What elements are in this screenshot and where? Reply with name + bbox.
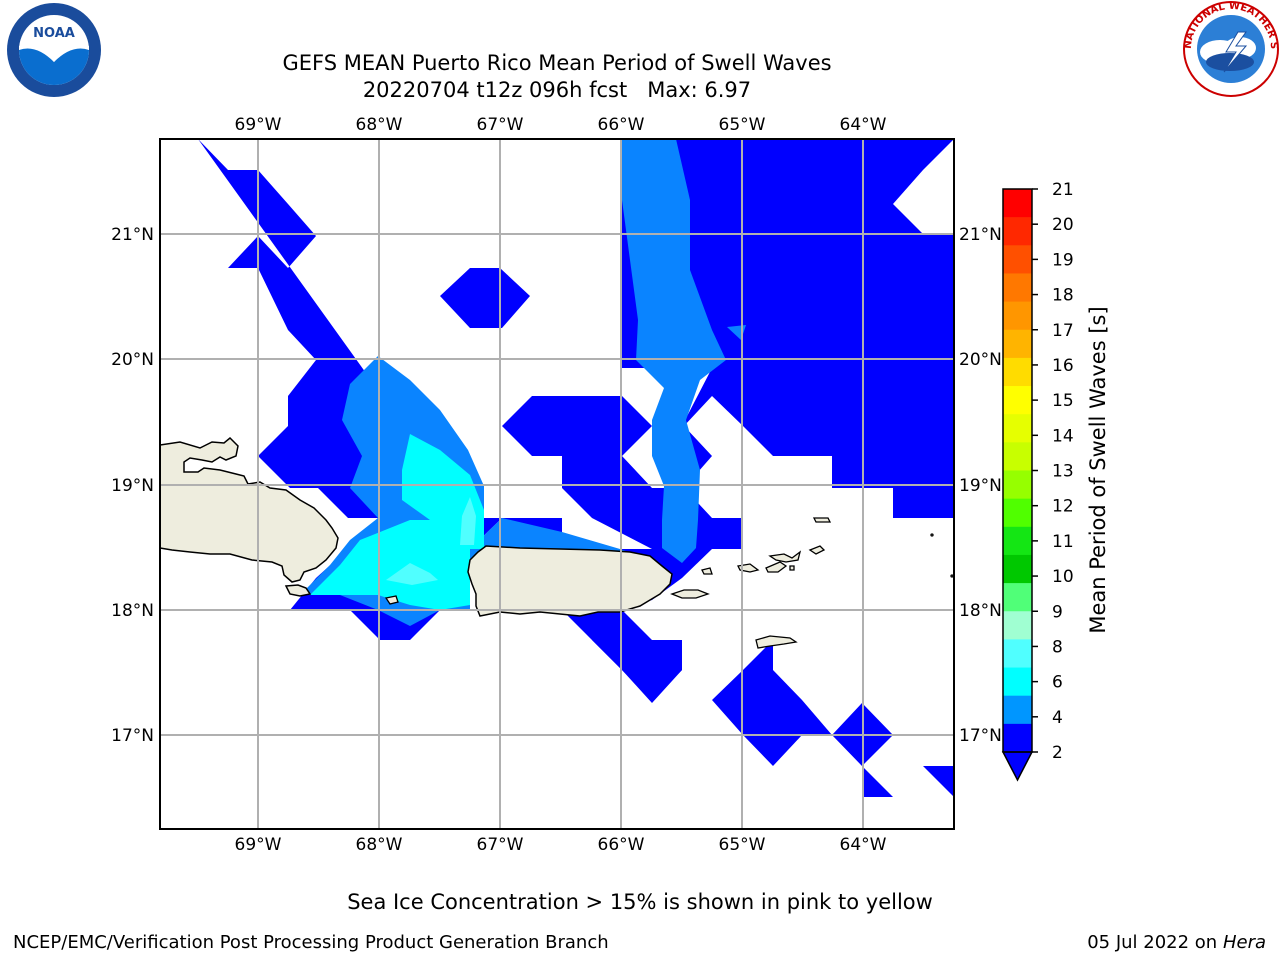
colorbar-swatch bbox=[1003, 695, 1032, 725]
land-small-islands bbox=[384, 517, 954, 649]
map-title: GEFS MEAN Puerto Rico Mean Period of Swe… bbox=[282, 51, 832, 75]
colorbar-swatch bbox=[1003, 217, 1032, 246]
lon-label-top-65w: 65°W bbox=[719, 115, 766, 135]
lon-label-bottom-66w: 66°W bbox=[598, 835, 645, 855]
noaa-logo-text: NOAA bbox=[33, 26, 75, 41]
lat-label-left-19n: 19°N bbox=[111, 476, 154, 496]
colorbar-tick-label: 13 bbox=[1052, 462, 1074, 482]
colorbar-tick-label: 6 bbox=[1052, 673, 1063, 693]
lat-label-right-18n: 18°N bbox=[959, 601, 1002, 621]
colorbar-tick-label: 10 bbox=[1052, 567, 1074, 587]
lat-label-left-20n: 20°N bbox=[111, 350, 154, 370]
colorbar-swatch bbox=[1003, 667, 1032, 697]
colorbar-tick-label: 20 bbox=[1052, 215, 1074, 235]
colorbar-tick-label: 15 bbox=[1052, 391, 1074, 411]
colorbar-swatch bbox=[1003, 526, 1032, 556]
colorbar-tick-label: 18 bbox=[1052, 286, 1074, 306]
land-puerto-rico bbox=[467, 545, 673, 617]
colorbar-label: Mean Period of Swell Waves [s] bbox=[1086, 306, 1110, 633]
map-subtitle: 20220704 t12z 096h fcst Max: 6.97 bbox=[362, 78, 752, 102]
map-frame bbox=[159, 138, 955, 830]
lon-label-bottom-68w: 68°W bbox=[356, 835, 403, 855]
colorbar-swatch bbox=[1003, 245, 1032, 274]
map-gridlines bbox=[160, 139, 954, 829]
lat-label-left-17n: 17°N bbox=[111, 726, 154, 746]
lat-label-left-18n: 18°N bbox=[111, 601, 154, 621]
colorbar-swatch bbox=[1003, 470, 1032, 500]
lon-label-bottom-65w: 65°W bbox=[719, 835, 766, 855]
lon-label-top-66w: 66°W bbox=[598, 115, 645, 135]
nws-logo: NATIONAL WEATHER SERVICE bbox=[0, 0, 1279, 97]
lon-label-bottom-64w: 64°W bbox=[840, 835, 887, 855]
footer-date: 05 Jul 2022 on Hera bbox=[1087, 932, 1266, 953]
colorbar-swatch bbox=[1003, 554, 1032, 584]
land-hispaniola bbox=[160, 436, 339, 583]
lon-label-top-64w: 64°W bbox=[840, 115, 887, 135]
footer-date-text: 05 Jul 2022 on bbox=[1087, 932, 1223, 953]
lat-label-right-17n: 17°N bbox=[959, 726, 1002, 746]
colorbar-extend-arrow bbox=[1001, 751, 1034, 782]
lon-label-bottom-67w: 67°W bbox=[477, 835, 524, 855]
colorbar-swatch bbox=[1003, 414, 1032, 443]
colorbar: 21 20 19 18 17 16 15 14 13 12 11 10 9 8 6 4 2 bbox=[1001, 180, 1074, 782]
colorbar-swatch bbox=[1003, 639, 1032, 669]
lon-label-top-67w: 67°W bbox=[477, 115, 524, 135]
colorbar-tick-label: 11 bbox=[1052, 532, 1074, 552]
lat-label-right-21n: 21°N bbox=[959, 225, 1002, 245]
colorbar-swatch bbox=[1003, 301, 1032, 331]
colorbar-tick-label: 17 bbox=[1052, 321, 1074, 341]
noaa-logo: NOAA bbox=[7, 3, 101, 97]
lon-label-bottom-69w: 69°W bbox=[235, 835, 282, 855]
colorbar-tick-label: 4 bbox=[1052, 708, 1063, 728]
swell-period-6-8s bbox=[310, 434, 484, 610]
colorbar-tick-label: 9 bbox=[1052, 602, 1063, 622]
swell-period-8-9s bbox=[386, 497, 476, 585]
colorbar-tick-label: 12 bbox=[1052, 497, 1074, 517]
sea-ice-note: Sea Ice Concentration > 15% is shown in … bbox=[347, 890, 933, 914]
colorbar-swatch bbox=[1003, 442, 1032, 471]
land-saona-island bbox=[284, 584, 312, 597]
colorbar-swatch bbox=[1003, 357, 1032, 387]
colorbar-swatch bbox=[1003, 583, 1032, 612]
colorbar-swatch bbox=[1003, 189, 1032, 218]
nws-ring-text: NATIONAL WEATHER SERVICE bbox=[0, 0, 1279, 50]
colorbar-tick-label: 19 bbox=[1052, 250, 1074, 270]
lat-label-right-20n: 20°N bbox=[959, 350, 1002, 370]
colorbar-tick-label: 21 bbox=[1052, 180, 1074, 200]
colorbar-swatch bbox=[1003, 273, 1032, 303]
colorbar-swatch bbox=[1003, 329, 1032, 359]
lat-label-right-19n: 19°N bbox=[959, 476, 1002, 496]
colorbar-swatch bbox=[1003, 723, 1032, 753]
lon-label-top-68w: 68°W bbox=[356, 115, 403, 135]
footer-machine: Hera bbox=[1222, 932, 1266, 953]
colorbar-tick-label: 8 bbox=[1052, 637, 1063, 657]
colorbar-tick-label: 14 bbox=[1052, 426, 1074, 446]
colorbar-swatch bbox=[1003, 498, 1032, 528]
colorbar-swatch bbox=[1003, 386, 1032, 415]
lat-label-left-21n: 21°N bbox=[111, 225, 154, 245]
colorbar-tick-label: 16 bbox=[1052, 356, 1074, 376]
colorbar-tick-label: 2 bbox=[1052, 743, 1063, 763]
colorbar-swatch bbox=[1003, 611, 1032, 640]
lon-label-top-69w: 69°W bbox=[235, 115, 282, 135]
footer-credit: NCEP/EMC/Verification Post Processing Pr… bbox=[13, 932, 609, 953]
